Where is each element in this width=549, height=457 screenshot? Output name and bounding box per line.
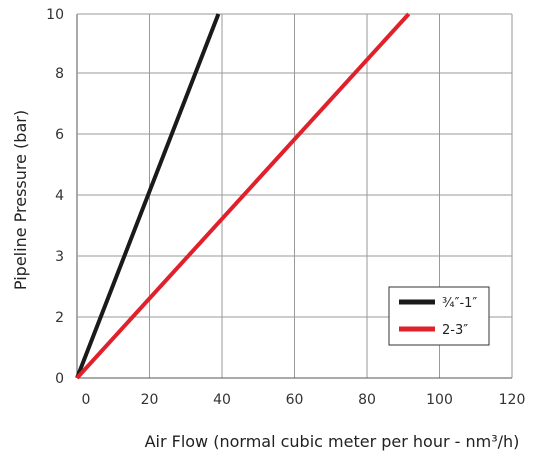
x-tick-label: 100 — [426, 392, 453, 408]
y-tick-label: 8 — [55, 66, 64, 82]
y-tick-label: 10 — [46, 7, 64, 23]
legend-box — [388, 286, 490, 346]
x-axis-label: Air Flow (normal cubic meter per hour - … — [145, 432, 520, 451]
y-tick-label: 2 — [55, 310, 64, 326]
legend-label-series-1: ¾″-1″ — [442, 296, 477, 311]
y-tick-label: 6 — [55, 127, 64, 143]
x-tick-label: 120 — [499, 392, 526, 408]
series-lines — [75, 12, 411, 380]
legend-label-series-2: 2-3″ — [442, 323, 468, 338]
tick-labels: 0 20 40 60 80 100 120 0 2 3 4 6 8 10 — [46, 7, 525, 408]
x-tick-label: 20 — [141, 392, 159, 408]
x-tick-label: 0 — [82, 392, 91, 408]
y-axis-label: Pipeline Pressure (bar) — [11, 110, 30, 290]
y-tick-label: 4 — [55, 188, 64, 204]
series-line-2 — [75, 12, 411, 380]
series-line-1 — [75, 13, 221, 379]
x-tick-label: 60 — [286, 392, 304, 408]
y-tick-label: 0 — [55, 371, 64, 387]
y-tick-label: 3 — [55, 249, 64, 265]
x-tick-label: 80 — [358, 392, 376, 408]
x-tick-label: 40 — [213, 392, 231, 408]
legend: ¾″-1″ 2-3″ — [388, 286, 490, 346]
